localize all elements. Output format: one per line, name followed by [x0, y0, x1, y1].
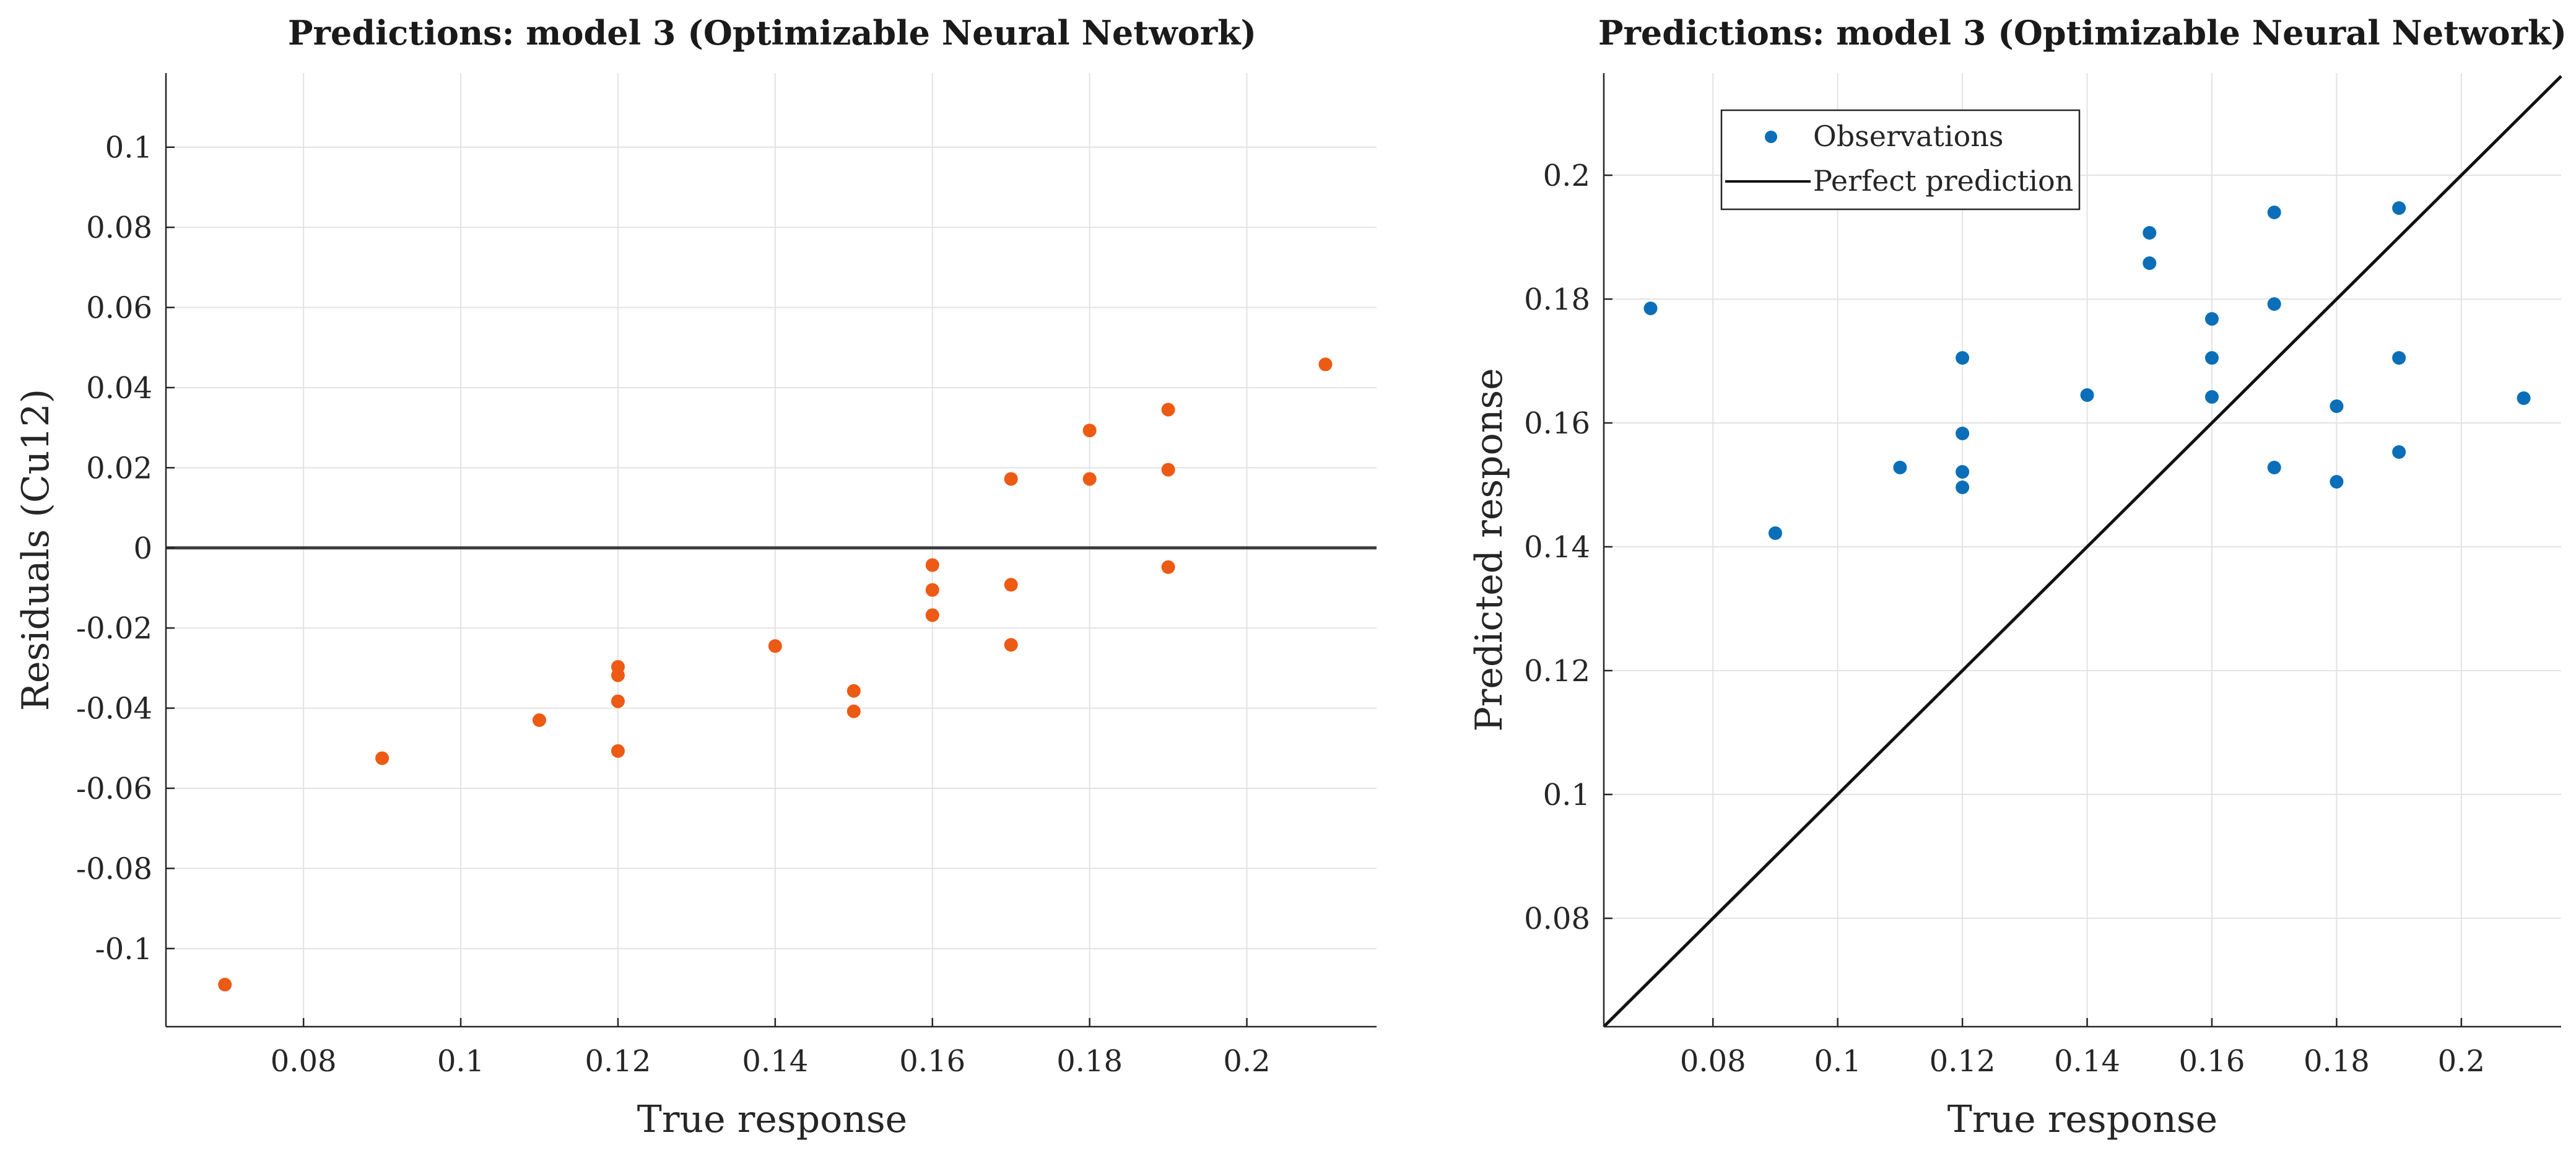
data-point	[768, 639, 782, 653]
data-point	[2267, 206, 2281, 219]
data-point	[2204, 390, 2219, 404]
y-tick-label: 0.1	[1543, 778, 1590, 812]
y-tick-label: -0.06	[76, 772, 152, 806]
data-point	[1956, 465, 1970, 479]
perfect-prediction-line	[1603, 75, 2562, 1028]
y-axis-label: Residuals (Cu12)	[14, 389, 58, 711]
data-point	[1643, 302, 1658, 315]
y-tick-label: 0	[133, 531, 152, 566]
legend-box	[1720, 109, 2081, 211]
chart-title: Predictions: model 3 (Optimizable Neural…	[1598, 13, 2567, 53]
y-axis-label: Predicted response	[1468, 368, 1511, 731]
y-tick-label: 0.2	[1543, 159, 1590, 193]
data-point	[1161, 560, 1175, 574]
data-point	[2143, 256, 2157, 270]
x-tick-label: 0.2	[1223, 1044, 1270, 1079]
predicted-vs-true-chart: Predictions: model 3 (Optimizable Neural…	[1468, 13, 2567, 1141]
data-point	[2204, 351, 2219, 365]
data-point	[1956, 351, 1970, 365]
legend-observations-label: Observations	[1813, 120, 2004, 153]
y-tick-label: 0.04	[86, 371, 152, 406]
data-point	[2392, 445, 2406, 459]
data-point	[2080, 388, 2094, 402]
x-tick-label: 0.08	[271, 1044, 337, 1079]
y-tick-label: 0.08	[1524, 902, 1590, 936]
data-point	[2330, 399, 2344, 413]
y-tick-label: -0.04	[76, 692, 152, 726]
data-point	[1161, 402, 1175, 417]
residuals-chart: Predictions: model 3 (Optimizable Neural…	[14, 13, 1377, 1141]
data-point	[1318, 357, 1333, 372]
data-point	[1956, 481, 1970, 494]
y-tick-label: 0.08	[86, 211, 152, 245]
data-point	[2392, 351, 2406, 365]
data-point	[1893, 461, 1907, 474]
data-point	[2517, 391, 2531, 405]
data-point	[1082, 424, 1097, 438]
x-tick-label: 0.1	[1814, 1044, 1861, 1079]
data-point	[925, 558, 939, 572]
data-point	[2267, 297, 2281, 311]
x-tick-label: 0.18	[2304, 1044, 2370, 1079]
data-point	[1004, 638, 1018, 652]
data-point	[2392, 201, 2406, 215]
x-tick-label: 0.12	[585, 1044, 651, 1079]
x-tick-label: 0.14	[742, 1044, 808, 1079]
x-tick-label: 0.14	[2054, 1044, 2120, 1079]
x-axis-label: True response	[637, 1098, 907, 1141]
y-tick-label: 0.02	[86, 451, 152, 485]
y-tick-label: 0.16	[1524, 406, 1590, 441]
y-tick-label: 0.12	[1524, 654, 1590, 689]
data-point	[1004, 578, 1018, 592]
y-tick-label: 0.1	[105, 131, 152, 165]
x-tick-label: 0.08	[1680, 1044, 1746, 1079]
data-point	[2330, 475, 2344, 489]
x-tick-label: 0.16	[899, 1044, 965, 1079]
chart-title: Predictions: model 3 (Optimizable Neural…	[288, 13, 1256, 53]
x-tick-label: 0.12	[1930, 1044, 1996, 1079]
data-point	[925, 608, 939, 622]
x-tick-label: 0.2	[2438, 1044, 2485, 1079]
x-tick-label: 0.1	[437, 1044, 484, 1079]
legend-observations-marker	[1765, 131, 1777, 143]
x-tick-label: 0.18	[1056, 1044, 1123, 1079]
data-point	[2143, 226, 2157, 240]
data-point	[611, 744, 625, 758]
data-point	[846, 684, 861, 698]
data-point	[1161, 463, 1175, 477]
data-point	[611, 668, 625, 682]
data-point	[846, 704, 861, 718]
data-point	[1004, 472, 1018, 486]
data-point	[611, 694, 625, 708]
y-tick-label: -0.02	[76, 611, 152, 646]
data-point	[2267, 461, 2281, 474]
y-tick-label: -0.08	[76, 851, 152, 886]
data-point	[1768, 526, 1782, 540]
data-point	[375, 751, 389, 765]
legend: Observations Perfect prediction	[1720, 109, 2081, 211]
data-point	[1956, 427, 1970, 440]
data-point	[1082, 472, 1097, 486]
data-point	[533, 713, 547, 727]
y-tick-label: 0.06	[86, 291, 152, 326]
x-axis-label: True response	[1947, 1098, 2217, 1141]
x-tick-label: 0.16	[2179, 1044, 2245, 1079]
legend-perfect-label: Perfect prediction	[1813, 164, 2073, 198]
data-point	[218, 978, 232, 992]
data-point	[925, 583, 939, 597]
y-tick-label: 0.14	[1524, 530, 1590, 565]
y-tick-label: 0.18	[1524, 282, 1590, 317]
data-point	[2204, 312, 2219, 326]
y-tick-label: -0.1	[95, 932, 152, 967]
